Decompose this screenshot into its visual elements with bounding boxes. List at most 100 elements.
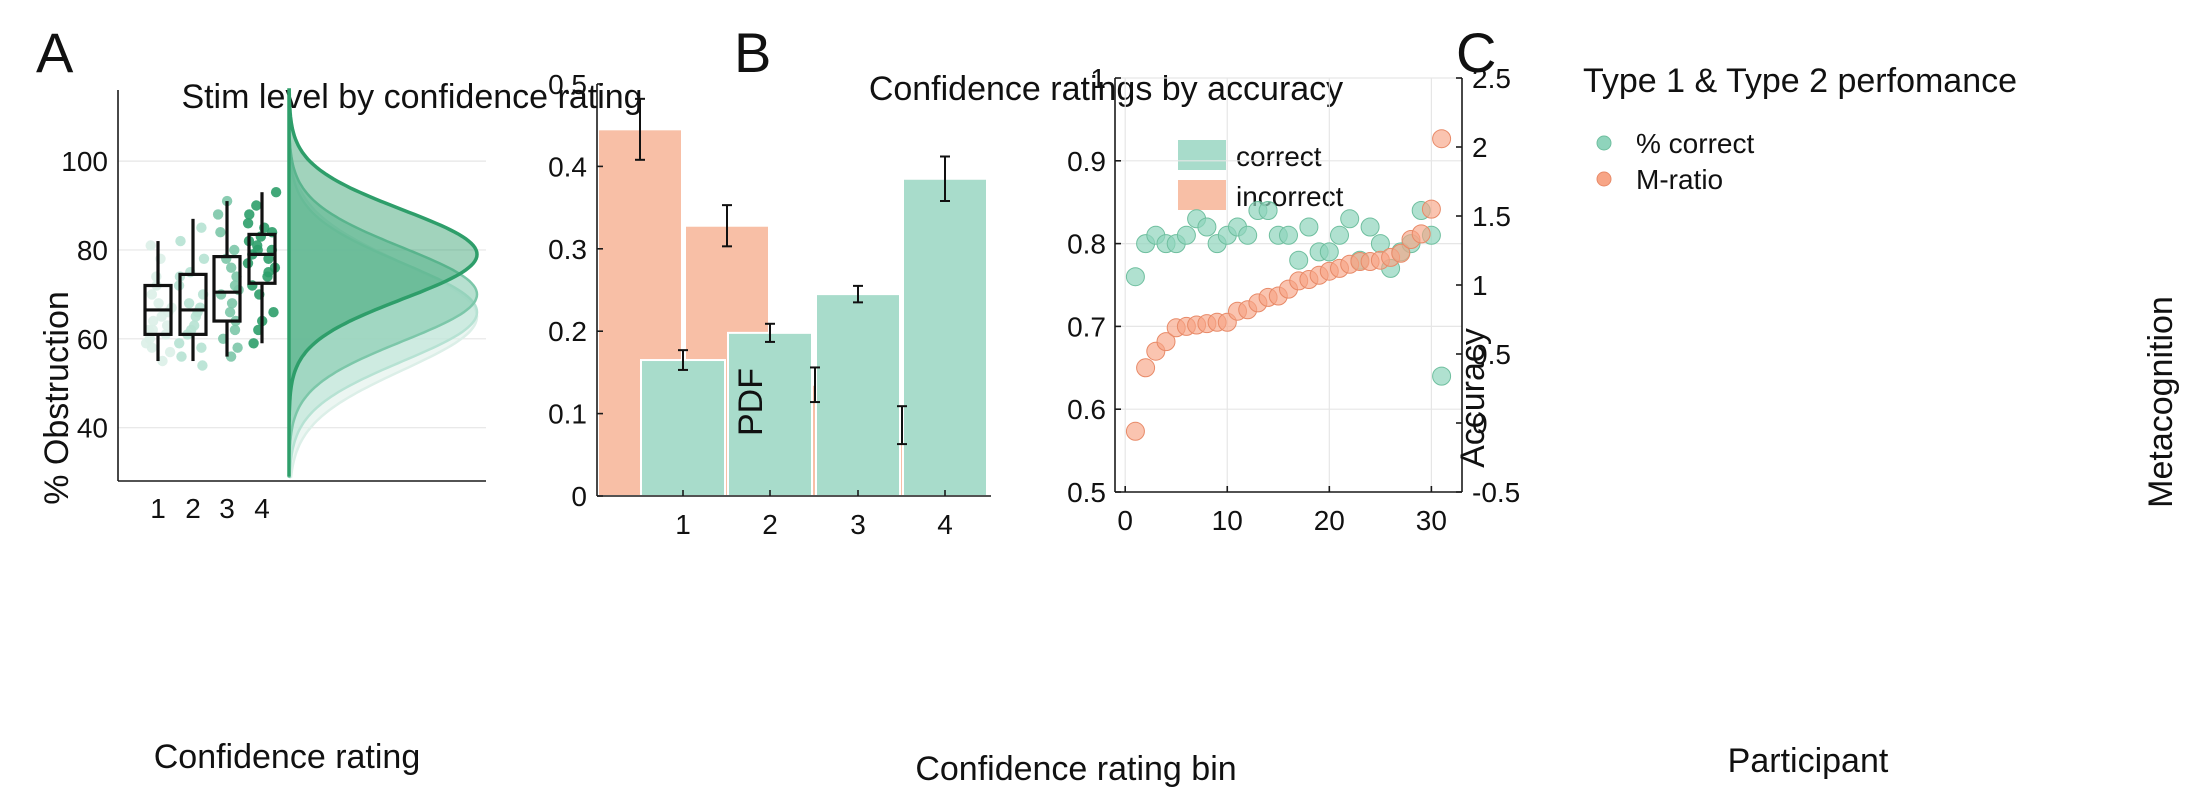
point-percent-correct-1 — [1125, 267, 1145, 287]
legend-marker-mratio — [1596, 171, 1612, 187]
panel-c-y2-label: Metacognition — [2142, 296, 2180, 508]
panel-b-x-tick-label: 4 — [937, 509, 953, 540]
panel-b-legend: correct incorrect — [1178, 140, 1344, 212]
bar-correct-2 — [727, 331, 813, 497]
panel-c-x-tick-label: 20 — [1314, 505, 1345, 536]
panel-c-y-tick-label: 0.8 — [1067, 229, 1106, 260]
panel-c-title: Type 1 & Type 2 perfomance — [1583, 62, 2017, 100]
point-rating-3-5 — [224, 307, 236, 318]
point-rating-4-20 — [244, 209, 255, 220]
panel-letter-c: C — [1456, 21, 1496, 84]
panel-a-x-tick-label: 2 — [185, 493, 201, 524]
panel-c-x-ticks: 0 10 20 30 — [1117, 486, 1447, 536]
boxplot-rating-4 — [247, 192, 277, 344]
panel-c-x-tick-label: 0 — [1117, 505, 1133, 536]
panel-a-title: Stim level by confidence rating — [181, 78, 642, 116]
legend-marker-correct — [1596, 135, 1612, 151]
panel-b-x-tick-label: 1 — [675, 509, 691, 540]
panel-c-y2-ticks: -0.5 0 0.5 1 1.5 2 2.5 — [1456, 63, 1520, 508]
panel-a-y-tick-label: 40 — [77, 413, 108, 444]
point-percent-correct-12 — [1238, 225, 1258, 245]
point-percent-correct-18 — [1299, 217, 1319, 237]
point-rating-2-17 — [196, 222, 207, 233]
error-bar-incorrect-2 — [722, 204, 732, 248]
error-bar-incorrect-1 — [635, 97, 645, 161]
panel-a-x-tick-label: 3 — [219, 493, 235, 524]
legend-swatch-incorrect — [1178, 180, 1226, 210]
point-mratio-31 — [1432, 129, 1452, 149]
panel-b-y-tick-label: 0.4 — [548, 151, 587, 182]
panel-c-y-ticks: 0.5 0.6 0.7 0.8 0.9 1 — [1067, 63, 1121, 508]
panel-a-y-ticks: 40 60 80 100 — [61, 146, 108, 444]
panel-b-y-tick-label: 0.2 — [548, 316, 587, 347]
panel-b-error-bars — [635, 97, 950, 446]
panel-c-y2-tick-label: 1.5 — [1472, 201, 1511, 232]
point-rating-2-2 — [196, 342, 207, 353]
error-bar-incorrect-3 — [810, 366, 820, 404]
point-rating-4-10 — [263, 253, 274, 264]
panel-a-y-tick-label: 80 — [77, 235, 108, 266]
panel-a-axes — [117, 90, 486, 482]
point-percent-correct-6 — [1176, 225, 1196, 245]
bar-correct-3 — [815, 293, 901, 497]
point-percent-correct-14 — [1258, 201, 1278, 220]
point-rating-4-21 — [251, 200, 262, 211]
panel-b-y-label: PDF — [732, 368, 770, 436]
point-mratio-1 — [1125, 421, 1145, 441]
legend-label-mratio: M-ratio — [1636, 164, 1723, 195]
panel-b: B Confidence ratings by accuracy 0 0.1 0.2… — [548, 21, 1344, 788]
point-rating-2-16 — [175, 235, 186, 247]
panel-b-title: Confidence ratings by accuracy — [869, 70, 1343, 108]
distribution-rating-4 — [287, 88, 479, 477]
panel-b-axes — [596, 84, 991, 497]
point-percent-correct-22 — [1340, 209, 1360, 229]
panel-c-x-label: Participant — [1728, 742, 1889, 780]
panel-c-y-tick-label: 1 — [1090, 63, 1106, 94]
panel-b-x-tick-label: 3 — [850, 509, 866, 540]
error-bar-correct-4 — [940, 155, 950, 203]
point-mratio-27 — [1391, 243, 1411, 263]
point-rating-2-10 — [183, 298, 195, 309]
point-mratio-2 — [1136, 358, 1156, 378]
point-mratio-29 — [1411, 224, 1431, 244]
panel-c-x-tick-label: 10 — [1212, 505, 1243, 536]
point-rating-3-9 — [229, 280, 241, 291]
point-rating-2-1 — [176, 351, 187, 362]
point-rating-1-9 — [148, 315, 159, 327]
panel-c-y2-tick-label: 0 — [1472, 408, 1488, 439]
error-bar-correct-1 — [678, 349, 688, 371]
panel-a-distributions — [287, 88, 479, 479]
panel-c-y2-tick-label: 0.5 — [1472, 339, 1511, 370]
point-rating-1-0 — [157, 355, 168, 367]
point-rating-1-1 — [164, 346, 176, 358]
point-rating-1-16 — [151, 271, 162, 282]
boxplot-rating-3 — [212, 201, 242, 357]
panel-b-x-label: Confidence rating bin — [915, 750, 1236, 788]
point-rating-1-18 — [145, 240, 156, 251]
panel-b-x-tick-label: 2 — [762, 509, 778, 540]
point-rating-1-13 — [153, 298, 164, 309]
point-rating-4-22 — [270, 187, 282, 198]
panel-c-y-tick-label: 0.7 — [1067, 311, 1106, 342]
point-percent-correct-8 — [1197, 217, 1217, 237]
box — [212, 255, 242, 323]
panel-a-boxplots — [143, 192, 277, 362]
point-rating-3-15 — [212, 209, 224, 220]
point-rating-2-3 — [174, 338, 185, 349]
legend-swatch-correct — [1178, 140, 1226, 170]
point-rating-4-14 — [252, 240, 263, 251]
panel-c-x-tick-label: 30 — [1416, 505, 1447, 536]
point-rating-2-0 — [197, 360, 208, 371]
error-bar-incorrect-4 — [897, 405, 907, 446]
point-rating-3-13 — [229, 244, 240, 256]
point-rating-4-19 — [242, 218, 254, 229]
box — [247, 232, 277, 285]
panel-c-y2-tick-label: 2.5 — [1472, 63, 1511, 94]
bar-correct-1 — [640, 359, 726, 498]
point-rating-3-14 — [215, 227, 226, 238]
error-bar-correct-2 — [765, 322, 775, 343]
point-percent-correct-24 — [1360, 217, 1380, 237]
point-percent-correct-20 — [1319, 242, 1339, 262]
point-rating-4-3 — [268, 307, 279, 318]
